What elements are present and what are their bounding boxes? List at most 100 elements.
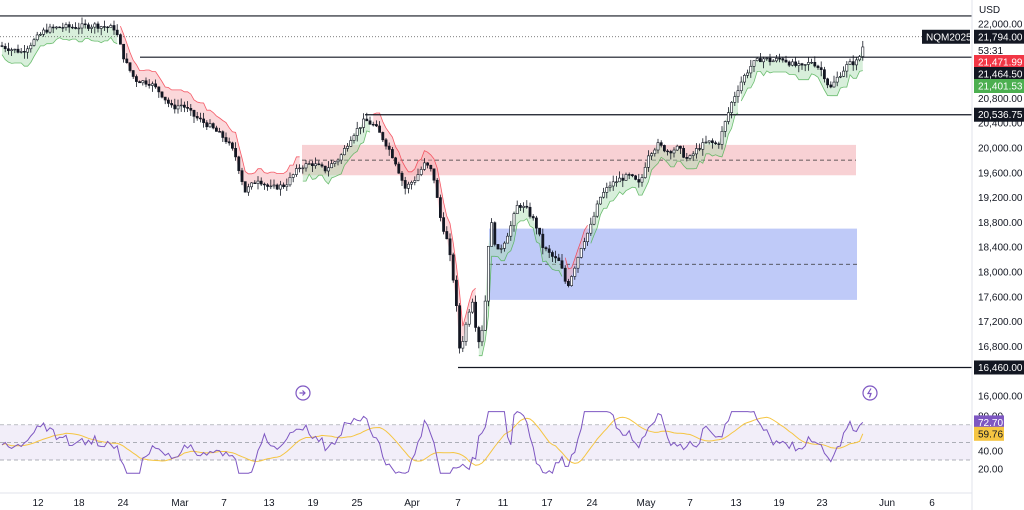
candle-body	[365, 118, 369, 122]
candle-body	[746, 72, 750, 76]
candle-body	[13, 48, 17, 51]
x-tick-label: Apr	[404, 498, 420, 509]
candle-body	[250, 182, 254, 188]
symbol-tag-text: NQM2025	[926, 32, 972, 43]
candle-body	[429, 164, 433, 170]
candle-body	[582, 241, 586, 249]
candle-body	[755, 58, 759, 61]
candle-body	[211, 123, 215, 129]
candle-body	[720, 131, 724, 145]
candle-body	[390, 149, 394, 159]
candle-body	[643, 167, 647, 178]
candle-body	[707, 140, 711, 143]
candle-body	[163, 96, 167, 101]
symbol-tag	[922, 29, 970, 44]
candle-body	[758, 58, 762, 63]
candle-body	[307, 163, 311, 165]
candle-body	[691, 153, 695, 156]
candle-body	[838, 76, 842, 78]
candle-body	[141, 80, 145, 84]
candle-body	[176, 105, 180, 110]
candle-body	[768, 57, 772, 63]
countdown-text: 53:31	[978, 46, 1003, 57]
candle-body	[730, 102, 734, 113]
price-tag	[974, 29, 1024, 44]
trail-line	[740, 70, 863, 102]
candle-body	[278, 184, 282, 190]
candle-body	[771, 60, 775, 63]
candle-body	[227, 141, 231, 144]
candle-body	[726, 112, 730, 122]
candle-body	[512, 213, 516, 227]
x-tick-label: Jun	[879, 498, 895, 509]
candle-body	[842, 70, 846, 77]
candle-body	[301, 167, 305, 170]
candle-body	[650, 153, 654, 157]
candle-body	[109, 25, 113, 28]
candle-body	[275, 184, 279, 190]
x-tick-label: 19	[307, 498, 319, 509]
candle-body	[858, 56, 862, 61]
candle-body	[627, 174, 631, 176]
candle-body	[32, 39, 36, 46]
zones-layer	[302, 144, 857, 300]
candle-body	[723, 121, 727, 132]
candle-body	[477, 327, 481, 343]
replay-icon[interactable]	[295, 385, 311, 401]
candle-body	[167, 99, 170, 104]
y-tick-label: 17,200.00	[978, 317, 1023, 328]
candle-body	[189, 108, 193, 111]
candle-body	[698, 148, 702, 150]
candle-body	[646, 155, 650, 168]
candle-body	[554, 256, 558, 259]
x-tick-label: 7	[687, 498, 693, 509]
y-tick-label: 22,000.00	[978, 20, 1023, 31]
rsi-pane	[0, 411, 972, 475]
trail-fill	[302, 119, 370, 184]
candle-body	[179, 104, 183, 107]
candle-body	[752, 60, 756, 67]
candle-body	[298, 167, 302, 170]
candle-body	[317, 163, 321, 166]
candle-body	[346, 146, 350, 149]
price-tag-text: 21,794.00	[978, 32, 1023, 43]
candle-body	[247, 186, 250, 193]
candle-body	[336, 159, 340, 163]
candle-body	[64, 24, 68, 28]
x-tick-label: Mar	[171, 498, 189, 509]
candle-body	[794, 61, 798, 66]
candle-body	[400, 172, 404, 181]
candle-body	[234, 148, 238, 158]
candle-body	[666, 150, 670, 153]
candle-body	[99, 26, 103, 29]
candle-body	[426, 162, 430, 166]
candle-body	[595, 203, 599, 217]
candles-layer	[0, 17, 865, 354]
candle-body	[323, 165, 327, 172]
candle-body	[851, 61, 855, 66]
candle-body	[544, 247, 548, 250]
candle-body	[202, 118, 206, 123]
x-tick-label: 19	[773, 498, 785, 509]
candle-body	[608, 185, 612, 188]
candle-body	[221, 131, 225, 138]
candle-body	[701, 142, 705, 150]
lightning-icon[interactable]	[862, 385, 878, 401]
trail-fill	[478, 205, 562, 356]
rsi-ma-line	[1, 416, 864, 466]
candle-body	[259, 180, 263, 185]
trail-line	[120, 25, 300, 175]
candle-body	[445, 231, 449, 240]
candle-body	[672, 149, 676, 154]
candle-body	[87, 24, 90, 29]
candle-body	[656, 142, 660, 151]
candle-body	[253, 182, 257, 184]
candle-body	[157, 86, 161, 93]
y-tick-label: 20,400.00	[978, 119, 1023, 130]
candle-body	[368, 120, 372, 125]
candle-body	[502, 242, 506, 249]
candle-body	[355, 128, 359, 136]
candle-body	[566, 280, 570, 286]
y-tick-label: 16,000.00	[978, 392, 1023, 403]
